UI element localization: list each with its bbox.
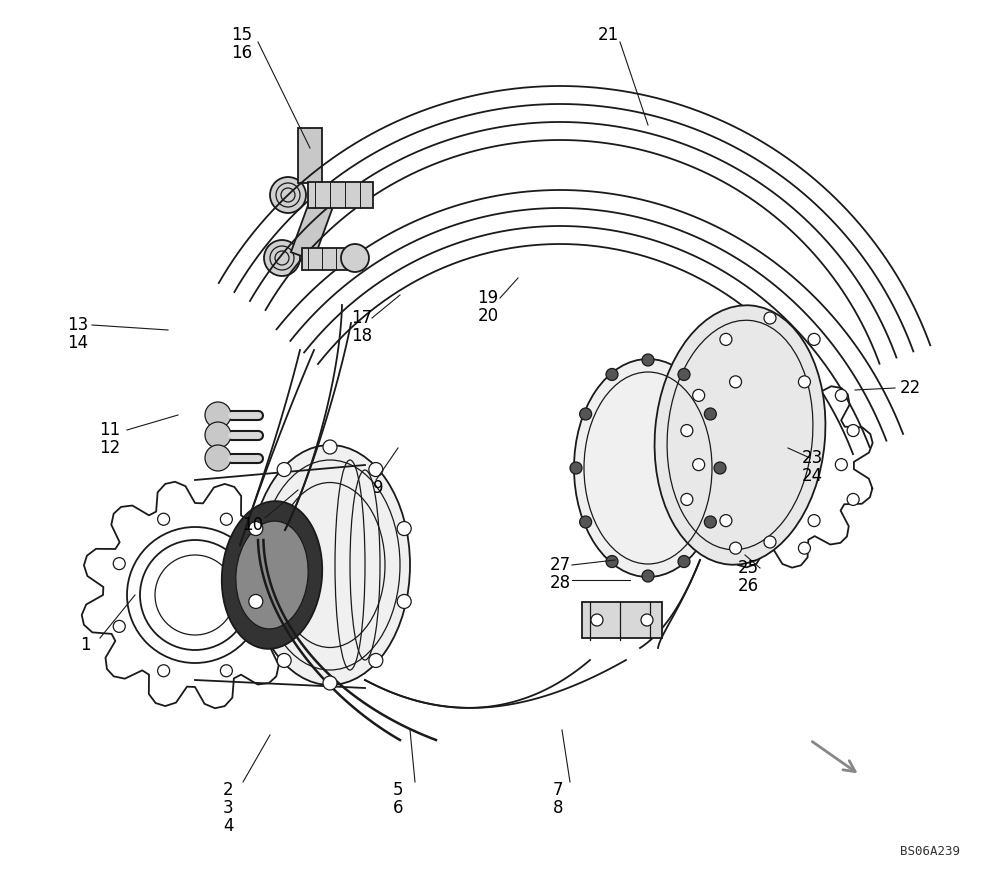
Circle shape — [606, 369, 618, 380]
Bar — [308, 182, 373, 208]
Text: 27: 27 — [549, 556, 571, 574]
Text: 19: 19 — [477, 289, 499, 307]
Circle shape — [808, 334, 820, 345]
Ellipse shape — [655, 305, 825, 565]
Ellipse shape — [222, 501, 322, 649]
Circle shape — [641, 614, 653, 626]
Circle shape — [220, 513, 232, 526]
Text: 12: 12 — [99, 439, 121, 457]
Text: 3: 3 — [223, 799, 233, 817]
Text: 13: 13 — [67, 316, 89, 334]
Text: 28: 28 — [549, 574, 571, 592]
Circle shape — [798, 542, 810, 555]
Circle shape — [730, 376, 742, 388]
Circle shape — [798, 376, 810, 388]
Text: 4: 4 — [223, 817, 233, 835]
Circle shape — [591, 614, 603, 626]
Circle shape — [714, 462, 726, 474]
Circle shape — [369, 653, 383, 668]
Circle shape — [369, 463, 383, 477]
Circle shape — [693, 390, 705, 401]
Circle shape — [323, 440, 337, 454]
Text: 17: 17 — [351, 309, 373, 327]
Text: BS06A239: BS06A239 — [900, 845, 960, 858]
Circle shape — [693, 459, 705, 470]
Circle shape — [580, 408, 592, 420]
Text: 15: 15 — [231, 26, 253, 44]
Circle shape — [113, 620, 125, 632]
Circle shape — [158, 513, 170, 526]
Circle shape — [704, 516, 716, 528]
Circle shape — [397, 595, 411, 609]
Bar — [291, 201, 332, 260]
Circle shape — [570, 462, 582, 474]
Text: 23: 23 — [801, 449, 823, 467]
Circle shape — [249, 595, 263, 609]
Circle shape — [249, 521, 263, 535]
Circle shape — [580, 516, 592, 528]
Circle shape — [205, 445, 231, 471]
Circle shape — [265, 620, 277, 632]
Circle shape — [678, 555, 690, 568]
Circle shape — [835, 390, 847, 401]
Circle shape — [397, 521, 411, 535]
Circle shape — [681, 425, 693, 436]
Circle shape — [606, 555, 618, 568]
Circle shape — [113, 558, 125, 569]
Circle shape — [764, 536, 776, 548]
Text: 26: 26 — [737, 577, 759, 595]
Circle shape — [847, 425, 859, 436]
Circle shape — [270, 177, 306, 213]
Circle shape — [642, 570, 654, 582]
Circle shape — [681, 493, 693, 505]
Circle shape — [277, 653, 291, 668]
Text: 11: 11 — [99, 421, 121, 439]
Circle shape — [323, 676, 337, 690]
Text: 14: 14 — [67, 334, 89, 352]
Text: 9: 9 — [373, 479, 383, 497]
Circle shape — [808, 514, 820, 526]
Circle shape — [205, 402, 231, 428]
Circle shape — [265, 558, 277, 569]
Circle shape — [642, 354, 654, 366]
Text: 2: 2 — [223, 781, 233, 799]
Circle shape — [341, 244, 369, 272]
Ellipse shape — [574, 359, 722, 577]
Text: 1: 1 — [80, 636, 90, 654]
Text: 5: 5 — [393, 781, 403, 799]
Text: 16: 16 — [231, 44, 253, 62]
Text: 21: 21 — [597, 26, 619, 44]
Ellipse shape — [236, 521, 308, 629]
Circle shape — [764, 312, 776, 324]
Text: 20: 20 — [477, 307, 499, 325]
Text: 6: 6 — [393, 799, 403, 817]
Bar — [582, 602, 662, 638]
Text: 18: 18 — [351, 327, 373, 345]
Circle shape — [205, 422, 231, 448]
Bar — [298, 128, 322, 183]
Circle shape — [220, 665, 232, 677]
Circle shape — [730, 542, 742, 555]
Circle shape — [678, 369, 690, 380]
Circle shape — [847, 493, 859, 505]
Bar — [302, 248, 362, 270]
Text: 8: 8 — [553, 799, 563, 817]
Circle shape — [720, 514, 732, 526]
Text: 24: 24 — [801, 467, 823, 485]
Text: 22: 22 — [899, 379, 921, 397]
Text: 7: 7 — [553, 781, 563, 799]
Circle shape — [720, 334, 732, 345]
Text: 25: 25 — [737, 559, 759, 577]
Ellipse shape — [250, 445, 410, 685]
Circle shape — [158, 665, 170, 677]
Text: 10: 10 — [242, 516, 264, 534]
Circle shape — [264, 240, 300, 276]
Circle shape — [835, 459, 847, 470]
Circle shape — [277, 463, 291, 477]
Circle shape — [704, 408, 716, 420]
